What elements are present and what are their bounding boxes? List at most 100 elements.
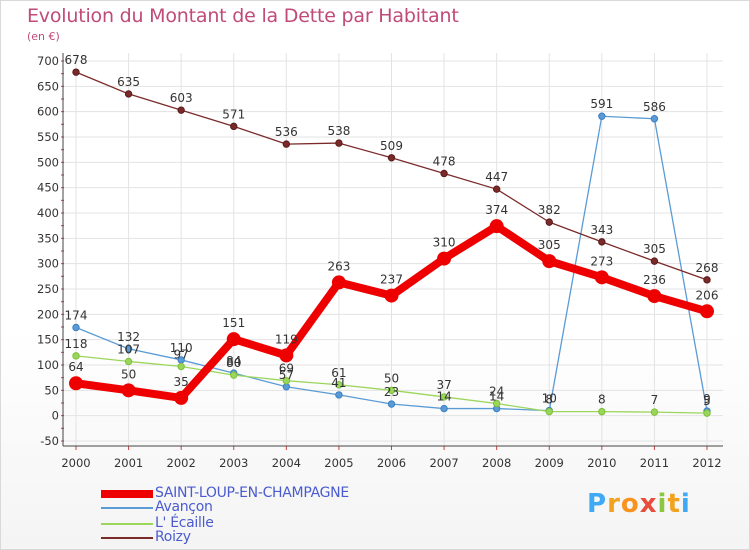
chart-title: Evolution du Montant de la Dette par Hab… xyxy=(27,5,459,27)
data-label-3: 447 xyxy=(485,170,508,184)
y-tick-label: 550 xyxy=(37,130,59,144)
data-label-1: 174 xyxy=(65,309,88,323)
proxiti-logo: Proxiti xyxy=(587,489,691,519)
data-label-3: 478 xyxy=(433,154,456,168)
data-point-3 xyxy=(282,140,291,148)
data-label-0: 206 xyxy=(696,288,719,302)
x-tick-label: 2005 xyxy=(324,456,353,470)
logo-letter: t xyxy=(667,489,681,519)
data-point-2 xyxy=(440,393,448,401)
data-point-2 xyxy=(230,371,238,379)
data-point-3 xyxy=(387,154,396,162)
data-label-3: 268 xyxy=(696,261,719,275)
x-tick-label: 2007 xyxy=(429,456,458,470)
data-point-0 xyxy=(384,288,399,303)
data-point-0 xyxy=(121,383,136,398)
data-label-1: 57 xyxy=(279,368,294,382)
data-point-1 xyxy=(282,383,291,391)
data-label-3: 536 xyxy=(275,125,298,139)
data-label-1: 110 xyxy=(170,341,193,355)
data-point-0 xyxy=(331,275,346,290)
data-label-3: 538 xyxy=(327,124,350,138)
data-point-2 xyxy=(282,377,291,385)
legend-item-avancon: Avançon xyxy=(101,499,431,515)
logo-letter: r xyxy=(607,489,621,519)
data-label-3: 571 xyxy=(222,107,245,121)
data-label-1: 23 xyxy=(384,385,399,399)
data-point-3 xyxy=(598,238,606,246)
data-label-0: 310 xyxy=(433,236,456,250)
data-label-3: 509 xyxy=(380,139,403,153)
data-point-2 xyxy=(545,407,553,416)
data-label-0: 273 xyxy=(590,254,613,268)
y-tick-label: 650 xyxy=(37,79,59,93)
legend-swatch-avancon xyxy=(101,507,153,509)
data-point-0 xyxy=(700,304,714,319)
data-point-2 xyxy=(703,409,711,417)
data-label-2: 24 xyxy=(489,385,504,399)
data-label-1: 591 xyxy=(590,97,613,111)
logo-letter: x xyxy=(639,489,658,519)
data-label-2: 80 xyxy=(226,356,241,370)
data-label-0: 305 xyxy=(538,238,561,252)
data-label-3: 635 xyxy=(117,75,140,89)
data-point-2 xyxy=(650,408,659,416)
x-tick-label: 2008 xyxy=(482,456,511,470)
data-point-2 xyxy=(124,357,133,366)
x-tick-label: 2004 xyxy=(272,456,301,470)
data-label-0: 237 xyxy=(380,273,403,287)
data-point-1 xyxy=(72,323,80,332)
data-label-2: 5 xyxy=(703,394,711,408)
data-label-1: 84 xyxy=(226,354,241,368)
y-tick-label: 400 xyxy=(37,206,59,220)
x-tick-label: 2001 xyxy=(114,456,143,470)
series-lines xyxy=(69,68,714,417)
legend-item-roizy: Roizy xyxy=(101,529,431,545)
x-tick-label: 2009 xyxy=(535,456,564,470)
data-point-0 xyxy=(594,270,609,285)
data-point-0 xyxy=(647,289,662,304)
y-tick-label: 250 xyxy=(37,282,59,296)
data-point-3 xyxy=(124,90,133,98)
data-point-3 xyxy=(230,122,238,131)
data-label-2: 8 xyxy=(545,393,553,407)
data-label-3: 305 xyxy=(643,242,666,256)
data-point-1 xyxy=(598,112,606,120)
data-point-3 xyxy=(650,257,659,265)
data-point-3 xyxy=(72,68,80,76)
x-tick-label: 2010 xyxy=(587,456,616,470)
data-point-0 xyxy=(279,348,294,363)
data-point-2 xyxy=(492,399,501,408)
data-label-3: 343 xyxy=(590,223,613,237)
data-point-1 xyxy=(440,404,448,413)
legend-item-ecaille: L' Écaille xyxy=(101,515,431,531)
data-point-3 xyxy=(703,276,711,284)
logo-letter: i xyxy=(680,489,691,519)
y-tick-label: -50 xyxy=(40,434,59,448)
data-label-2: 37 xyxy=(436,378,451,392)
data-label-2: 118 xyxy=(65,337,88,351)
data-point-3 xyxy=(335,139,343,147)
data-point-1 xyxy=(650,115,659,123)
logo-letter: P xyxy=(587,489,608,519)
data-label-0: 263 xyxy=(327,259,350,273)
line-chart: -500501001502002503003504004505005506006… xyxy=(37,53,723,470)
data-label-1: 14 xyxy=(489,390,504,404)
y-tick-label: 50 xyxy=(44,383,59,397)
data-point-3 xyxy=(440,169,448,178)
data-label-0: 119 xyxy=(275,332,298,346)
x-tick-label: 2002 xyxy=(167,456,196,470)
legend-label-saint-loup: SAINT-LOUP-EN-CHAMPAGNE xyxy=(155,485,349,501)
y-tick-label: 300 xyxy=(37,257,59,271)
data-point-0 xyxy=(226,332,241,347)
x-tick-label: 2006 xyxy=(377,456,406,470)
data-label-0: 236 xyxy=(643,273,666,287)
data-label-0: 374 xyxy=(485,203,508,217)
y-tick-label: 450 xyxy=(37,181,59,195)
data-label-2: 69 xyxy=(279,362,294,376)
data-point-2 xyxy=(387,386,396,395)
legend-swatch-saint-loup xyxy=(101,490,153,498)
data-label-2: 61 xyxy=(331,366,346,380)
legend-label-avancon: Avançon xyxy=(155,499,213,515)
